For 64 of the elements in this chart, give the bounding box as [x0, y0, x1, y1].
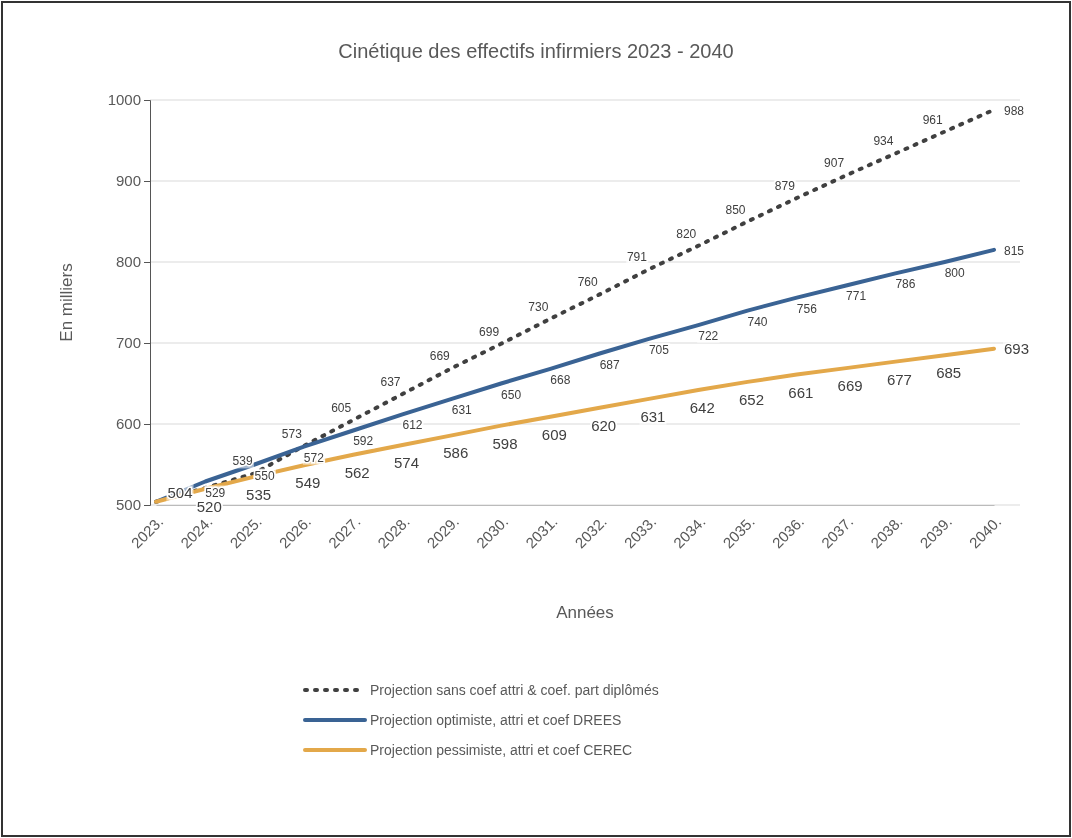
data-label: 668	[550, 372, 571, 387]
data-label: 815	[1004, 243, 1025, 258]
data-label: 539	[232, 454, 253, 469]
data-label: 598	[492, 434, 518, 452]
data-label: 650	[501, 387, 522, 402]
chart-title: Cinétique des effectifs infirmiers 2023 - 2040	[338, 40, 734, 62]
data-label: 609	[541, 425, 567, 443]
data-label: 685	[936, 364, 962, 382]
data-label: 549	[295, 474, 321, 492]
data-label: 592	[353, 434, 374, 449]
data-label: 637	[380, 375, 401, 390]
data-label: 800	[944, 266, 966, 280]
data-label: 760	[577, 275, 598, 290]
x-axis-title: Années	[556, 603, 614, 622]
data-label: 573	[281, 426, 303, 441]
data-label: 669	[429, 349, 451, 364]
y-tick-label: 600	[115, 415, 141, 433]
y-tick-label: 500	[115, 496, 141, 514]
y-axis-title: En milliers	[57, 263, 76, 342]
data-label: 562	[344, 463, 370, 481]
y-tick-label: 700	[115, 334, 141, 352]
data-label: 586	[443, 444, 469, 462]
data-label: 631	[640, 407, 666, 425]
data-label: 699	[479, 324, 500, 339]
y-tick-label: 1000	[107, 91, 141, 109]
data-label: 820	[676, 226, 697, 241]
line-series	[154, 346, 996, 504]
data-label: 730	[528, 299, 549, 314]
data-label: 705	[648, 342, 670, 357]
legend-label: Projection optimiste, attri et coef DREES	[370, 712, 622, 728]
data-label: 687	[599, 357, 620, 372]
data-label: 620	[591, 416, 617, 434]
data-label: 535	[246, 485, 272, 503]
data-label: 786	[895, 277, 916, 292]
data-label: 771	[846, 289, 867, 304]
data-label: 652	[739, 390, 765, 408]
data-label: 934	[873, 134, 894, 149]
data-label: 550	[254, 468, 275, 483]
data-label: 988	[1004, 103, 1025, 118]
legend-label: Projection pessimiste, attri et coef CEREC	[370, 742, 633, 758]
y-tick-label: 800	[115, 253, 141, 271]
data-label: 722	[698, 329, 719, 344]
data-label: 740	[747, 314, 768, 329]
data-label: 850	[725, 202, 746, 217]
data-label: 529	[205, 485, 226, 500]
data-label: 756	[796, 301, 818, 316]
data-label: 605	[331, 400, 352, 415]
legend-label: Projection sans coef attri & coef. part diplômés	[370, 682, 659, 698]
data-label: 907	[824, 156, 845, 171]
data-label: 669	[837, 377, 863, 395]
data-label: 574	[393, 454, 419, 472]
data-label: 661	[788, 383, 814, 401]
data-label: 612	[402, 418, 423, 433]
data-label: 520	[196, 497, 222, 515]
data-label: 879	[774, 179, 796, 194]
data-label: 631	[451, 402, 473, 417]
data-label: 504	[167, 483, 193, 501]
data-label: 572	[303, 450, 325, 465]
data-label: 693	[1004, 339, 1030, 357]
data-label: 791	[626, 250, 648, 265]
data-label: 961	[922, 112, 944, 127]
data-label: 642	[689, 398, 715, 416]
y-tick-label: 900	[115, 172, 141, 190]
data-label: 677	[886, 370, 912, 388]
